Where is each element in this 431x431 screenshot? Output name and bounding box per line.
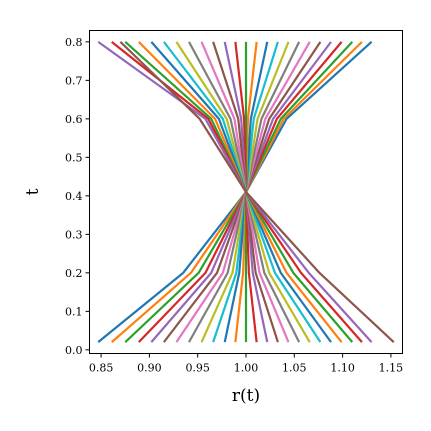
y-tick-label: 0.8 <box>65 36 83 49</box>
x-tick-label: 0.95 <box>185 362 210 375</box>
axis-ticks <box>85 41 392 358</box>
y-tick-label: 0.7 <box>65 74 83 87</box>
x-tick-label: 1.00 <box>234 362 259 375</box>
y-axis-label: t <box>23 188 43 195</box>
x-tick-label: 1.05 <box>282 362 307 375</box>
y-tick-label: 0.2 <box>65 267 83 280</box>
tick-labels: 0.85 0.90 0.95 1.00 1.05 1.10 1.15 0.0 0.1 0.2 0.3… <box>65 36 403 375</box>
y-tick-label: 0.6 <box>65 113 83 126</box>
series-line-2 <box>110 41 363 343</box>
y-tick-label: 0.1 <box>65 305 83 318</box>
series-line-26 <box>119 41 395 343</box>
x-axis-label: r(t) <box>232 386 260 406</box>
y-tick-label: 0.3 <box>65 228 83 241</box>
x-tick-label: 1.10 <box>330 362 355 375</box>
plot-frame <box>89 30 403 354</box>
y-tick-label: 0.0 <box>65 344 83 357</box>
series-line-24 <box>111 40 363 343</box>
series-lines <box>97 40 395 343</box>
y-tick-label: 0.5 <box>65 151 83 164</box>
x-tick-label: 0.90 <box>137 362 162 375</box>
x-tick-label: 1.15 <box>379 362 404 375</box>
y-tick-label: 0.4 <box>65 190 83 203</box>
x-tick-label: 0.85 <box>89 362 114 375</box>
